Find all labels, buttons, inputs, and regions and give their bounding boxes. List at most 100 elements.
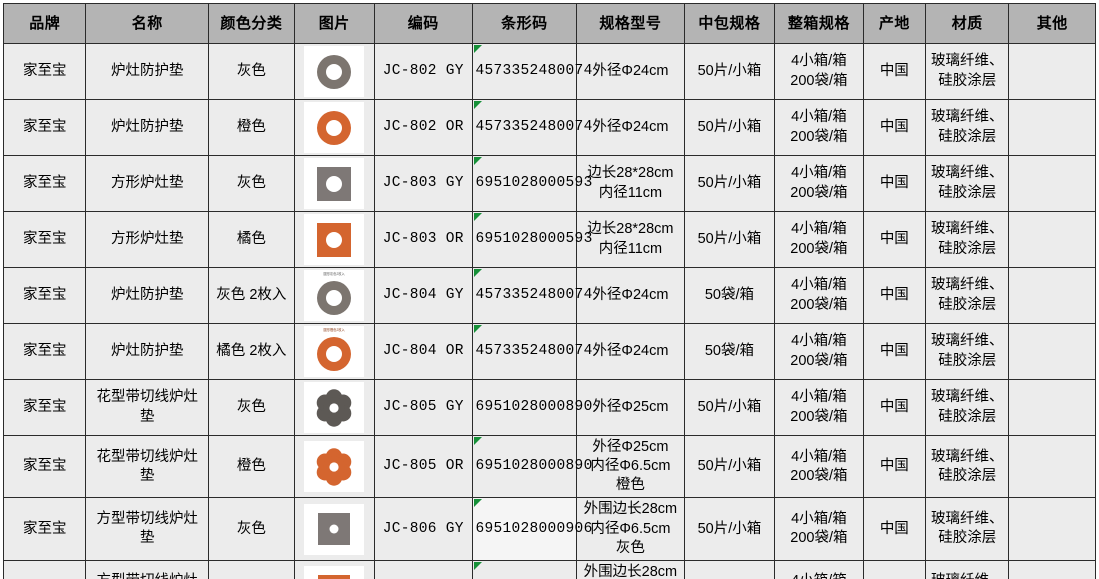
cell-code[interactable]: JC-804 OR: [374, 323, 473, 380]
column-header-code[interactable]: 编码: [374, 3, 473, 44]
cell-image[interactable]: [293, 43, 376, 100]
cell-code[interactable]: JC-806 OR: [374, 559, 473, 579]
cell-name[interactable]: 炉灶防护垫: [85, 267, 210, 324]
cell-brand[interactable]: 家至宝: [2, 267, 87, 324]
cell-name[interactable]: 方型带切线炉灶垫: [85, 497, 210, 561]
cell-material[interactable]: 玻璃纤维、 硅胶涂层: [924, 559, 1010, 579]
cell-image[interactable]: [293, 434, 376, 499]
column-header-material[interactable]: 材质: [924, 3, 1010, 44]
cell-barcode[interactable]: 4573352480074: [471, 43, 592, 100]
cell-brand[interactable]: 家至宝: [2, 497, 87, 561]
cell-brand[interactable]: 家至宝: [2, 155, 87, 212]
cell-fullpack[interactable]: 4小箱/箱 200袋/箱: [774, 99, 864, 156]
cell-midpack[interactable]: 50袋/箱: [683, 323, 776, 380]
cell-fullpack[interactable]: 4小箱/箱 200袋/箱: [774, 43, 864, 100]
cell-name[interactable]: 方型带切线炉灶垫: [85, 559, 210, 579]
table-row[interactable]: 家至宝 方型带切线炉灶垫 灰色 JC-806 GY 6951028000906 外围边长2…: [2, 497, 1096, 561]
cell-fullpack[interactable]: 4小箱/箱 200袋/箱: [774, 434, 864, 499]
table-row[interactable]: 家至宝 花型带切线炉灶垫 橙色 JC-805 OR 6951028000890 外径Φ25…: [2, 434, 1096, 499]
cell-origin[interactable]: 中国: [862, 559, 926, 579]
cell-fullpack[interactable]: 4小箱/箱 200袋/箱: [774, 211, 864, 268]
cell-fullpack[interactable]: 4小箱/箱 200袋/箱: [774, 559, 864, 579]
cell-brand[interactable]: 家至宝: [2, 43, 87, 100]
cell-color[interactable]: 灰色 2枚入: [208, 267, 295, 324]
cell-name[interactable]: 方形炉灶垫: [85, 155, 210, 212]
cell-name[interactable]: 花型带切线炉灶垫: [85, 434, 210, 499]
column-header-barcode[interactable]: 条形码: [471, 3, 578, 44]
cell-material[interactable]: 玻璃纤维、 硅胶涂层: [924, 211, 1010, 268]
cell-other[interactable]: [1008, 323, 1096, 380]
cell-midpack[interactable]: 50片/小箱: [683, 155, 776, 212]
cell-color[interactable]: 橘色 2枚入: [208, 323, 295, 380]
cell-name[interactable]: 炉灶防护垫: [85, 99, 210, 156]
column-header-brand[interactable]: 品牌: [2, 3, 87, 44]
cell-other[interactable]: [1008, 155, 1096, 212]
cell-name[interactable]: 花型带切线炉灶垫: [85, 379, 210, 436]
cell-origin[interactable]: 中国: [862, 43, 926, 100]
cell-color[interactable]: 橙色: [208, 99, 295, 156]
cell-color[interactable]: 橙色: [208, 559, 295, 579]
cell-other[interactable]: [1008, 434, 1096, 499]
cell-image[interactable]: [293, 211, 376, 268]
cell-spec[interactable]: 边长28*28cm 内径11cm: [576, 155, 685, 212]
table-row[interactable]: 家至宝方型带切线炉灶垫橙色 JC-806 OR6951028000906外围边长2…: [2, 559, 1096, 579]
cell-brand[interactable]: 家至宝: [2, 323, 87, 380]
cell-barcode[interactable]: 4573352480074: [471, 99, 592, 156]
cell-name[interactable]: 炉灶防护垫: [85, 43, 210, 100]
cell-spec[interactable]: 外径Φ24cm: [576, 323, 685, 380]
cell-midpack[interactable]: 50片/小箱: [683, 379, 776, 436]
cell-other[interactable]: [1008, 99, 1096, 156]
cell-material[interactable]: 玻璃纤维、 硅胶涂层: [924, 379, 1010, 436]
cell-barcode[interactable]: 6951028000593: [471, 211, 592, 268]
cell-midpack[interactable]: 50片/小箱: [683, 43, 776, 100]
table-row[interactable]: 家至宝 炉灶防护垫 橙色 JC-802 OR 4573352480074 外径Φ24cm 5…: [2, 99, 1096, 156]
cell-spec[interactable]: 外径Φ24cm: [576, 99, 685, 156]
cell-other[interactable]: [1008, 43, 1096, 100]
cell-fullpack[interactable]: 4小箱/箱 200袋/箱: [774, 379, 864, 436]
cell-origin[interactable]: 中国: [862, 323, 926, 380]
cell-barcode[interactable]: 6951028000906: [471, 559, 578, 579]
cell-color[interactable]: 灰色: [208, 497, 295, 561]
cell-image[interactable]: [293, 559, 376, 579]
cell-midpack[interactable]: 50片/小箱: [683, 497, 776, 561]
cell-image[interactable]: [293, 155, 376, 212]
cell-midpack[interactable]: 50片/小箱: [683, 99, 776, 156]
cell-brand[interactable]: 家至宝: [2, 211, 87, 268]
cell-code[interactable]: JC-804 GY: [374, 267, 473, 324]
table-row[interactable]: 家至宝 方形炉灶垫 灰色 JC-803 GY 6951028000593 边长28*28c…: [2, 155, 1096, 212]
cell-material[interactable]: 玻璃纤维、 硅胶涂层: [924, 155, 1010, 212]
cell-image[interactable]: [293, 99, 376, 156]
cell-midpack[interactable]: 50片/小箱: [683, 434, 776, 499]
cell-material[interactable]: 玻璃纤维、 硅胶涂层: [924, 434, 1010, 499]
cell-image[interactable]: [293, 497, 376, 561]
cell-code[interactable]: JC-806 GY: [374, 497, 473, 561]
cell-origin[interactable]: 中国: [862, 379, 926, 436]
column-header-name[interactable]: 名称: [85, 3, 210, 44]
cell-brand[interactable]: 家至宝: [2, 379, 87, 436]
cell-midpack[interactable]: 50袋/箱: [683, 267, 776, 324]
cell-code[interactable]: JC-805 OR: [374, 434, 473, 499]
table-row[interactable]: 家至宝 炉灶防护垫 灰色 2枚入 圆形灰色2枚入 JC-804 GY 4573352480…: [2, 267, 1096, 324]
cell-fullpack[interactable]: 4小箱/箱 200袋/箱: [774, 267, 864, 324]
cell-code[interactable]: JC-803 GY: [374, 155, 473, 212]
cell-spec[interactable]: 外径Φ25cm 内径Φ6.5cm 橙色: [576, 434, 685, 499]
cell-image[interactable]: [293, 379, 376, 436]
column-header-other[interactable]: 其他: [1008, 3, 1096, 44]
cell-other[interactable]: [1008, 379, 1096, 436]
cell-origin[interactable]: 中国: [862, 434, 926, 499]
cell-barcode[interactable]: 4573352480074: [471, 267, 592, 324]
cell-code[interactable]: JC-805 GY: [374, 379, 473, 436]
cell-brand[interactable]: 家至宝: [2, 99, 87, 156]
cell-barcode[interactable]: 6951028000890: [471, 379, 592, 436]
cell-spec[interactable]: 外围边长28cm 内径Φ6.5cm 灰色: [576, 497, 685, 561]
cell-spec[interactable]: 外径Φ25cm: [576, 379, 685, 436]
column-header-fullpack[interactable]: 整箱规格: [774, 3, 864, 44]
cell-spec[interactable]: 外径Φ24cm: [576, 43, 685, 100]
cell-image[interactable]: 圆形橙色2枚入: [293, 323, 376, 380]
cell-color[interactable]: 橙色: [208, 434, 295, 499]
cell-barcode[interactable]: 4573352480074: [471, 323, 592, 380]
cell-code[interactable]: JC-803 OR: [374, 211, 473, 268]
cell-other[interactable]: [1008, 267, 1096, 324]
column-header-image[interactable]: 图片: [293, 3, 376, 44]
cell-color[interactable]: 橘色: [208, 211, 295, 268]
